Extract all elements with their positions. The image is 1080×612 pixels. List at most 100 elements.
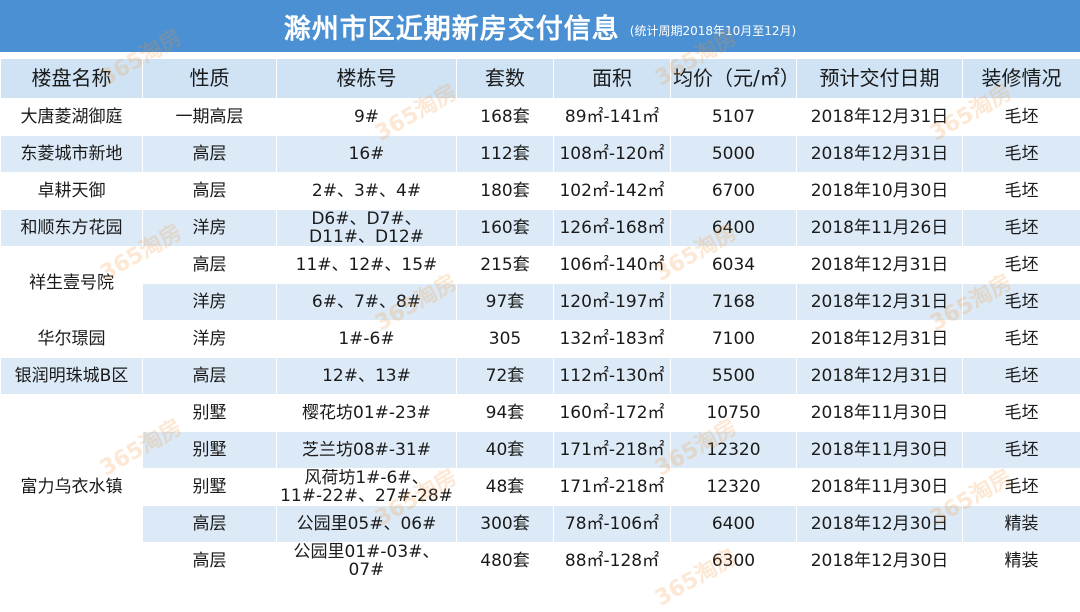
date-cell: 2018年12月31日: [797, 99, 963, 136]
units-cell: 94套: [457, 395, 554, 432]
buildings-cell: 6#、7#、8#: [277, 284, 457, 321]
price-cell: 5500: [671, 358, 797, 395]
area-cell: 88㎡-128㎡: [554, 543, 671, 580]
area-cell: 89㎡-141㎡: [554, 99, 671, 136]
project-name-cell: 东菱城市新地: [1, 136, 143, 173]
finish-cell: 毛坯: [963, 432, 1080, 469]
type-cell: 别墅: [143, 469, 277, 506]
area-cell: 108㎡-120㎡: [554, 136, 671, 173]
type-cell: 洋房: [143, 210, 277, 247]
buildings-text: 芝兰坊08#-31#: [279, 441, 454, 459]
units-cell: 72套: [457, 358, 554, 395]
type-cell: 高层: [143, 247, 277, 284]
price-cell: 6034: [671, 247, 797, 284]
price-cell: 10750: [671, 395, 797, 432]
price-cell: 12320: [671, 432, 797, 469]
project-name-cell: 银润明珠城B区: [1, 358, 143, 395]
buildings-cell: 16#: [277, 136, 457, 173]
buildings-cell: D6#、D7#、D11#、D12#: [277, 210, 457, 247]
area-cell: 106㎡-140㎡: [554, 247, 671, 284]
col-header-area: 面积: [554, 59, 671, 99]
col-header-date: 预计交付日期: [797, 59, 963, 99]
date-cell: 2018年11月30日: [797, 469, 963, 506]
date-cell: 2018年12月30日: [797, 506, 963, 543]
date-cell: 2018年11月30日: [797, 432, 963, 469]
area-cell: 171㎡-218㎡: [554, 469, 671, 506]
header-row: 楼盘名称 性质 楼栋号 套数 面积 均价（元/㎡） 预计交付日期 装修情况: [1, 59, 1080, 99]
price-cell: 5000: [671, 136, 797, 173]
price-cell: 6400: [671, 506, 797, 543]
units-cell: 112套: [457, 136, 554, 173]
type-cell: 洋房: [143, 321, 277, 358]
units-cell: 40套: [457, 432, 554, 469]
area-cell: 132㎡-183㎡: [554, 321, 671, 358]
buildings-text: D6#、D7#、D11#、D12#: [279, 210, 454, 246]
area-cell: 102㎡-142㎡: [554, 173, 671, 210]
finish-cell: 毛坯: [963, 321, 1080, 358]
col-header-price: 均价（元/㎡）: [671, 59, 797, 99]
buildings-cell: 11#、12#、15#: [277, 247, 457, 284]
finish-cell: 毛坯: [963, 210, 1080, 247]
page-subtitle: (统计周期2018年10月至12月): [630, 22, 796, 39]
buildings-text: 6#、7#、8#: [279, 293, 454, 311]
units-cell: 97套: [457, 284, 554, 321]
price-cell: 6400: [671, 210, 797, 247]
finish-cell: 精装: [963, 543, 1080, 580]
date-cell: 2018年10月30日: [797, 173, 963, 210]
buildings-text: 9#: [279, 108, 454, 126]
buildings-cell: 1#-6#: [277, 321, 457, 358]
buildings-cell: 12#、13#: [277, 358, 457, 395]
buildings-text: 1#-6#: [279, 330, 454, 348]
finish-cell: 毛坯: [963, 395, 1080, 432]
date-cell: 2018年11月26日: [797, 210, 963, 247]
price-cell: 7100: [671, 321, 797, 358]
finish-cell: 毛坯: [963, 99, 1080, 136]
price-cell: 12320: [671, 469, 797, 506]
finish-cell: 毛坯: [963, 469, 1080, 506]
type-cell: 高层: [143, 173, 277, 210]
buildings-cell: 芝兰坊08#-31#: [277, 432, 457, 469]
type-cell: 一期高层: [143, 99, 277, 136]
col-header-units: 套数: [457, 59, 554, 99]
area-cell: 160㎡-172㎡: [554, 395, 671, 432]
area-cell: 78㎡-106㎡: [554, 506, 671, 543]
units-cell: 160套: [457, 210, 554, 247]
title-bar: 滁州市区近期新房交付信息 (统计周期2018年10月至12月): [0, 0, 1080, 52]
date-cell: 2018年11月30日: [797, 395, 963, 432]
price-cell: 6700: [671, 173, 797, 210]
date-cell: 2018年12月30日: [797, 543, 963, 580]
units-cell: 48套: [457, 469, 554, 506]
units-cell: 480套: [457, 543, 554, 580]
col-header-buildings: 楼栋号: [277, 59, 457, 99]
type-cell: 别墅: [143, 395, 277, 432]
buildings-text: 公园里05#、06#: [279, 515, 454, 533]
finish-cell: 毛坯: [963, 247, 1080, 284]
buildings-text: 风荷坊1#-6#、11#-22#、27#-28#: [279, 469, 454, 505]
type-cell: 高层: [143, 506, 277, 543]
buildings-cell: 2#、3#、4#: [277, 173, 457, 210]
col-header-type: 性质: [143, 59, 277, 99]
units-cell: 215套: [457, 247, 554, 284]
type-cell: 高层: [143, 358, 277, 395]
finish-cell: 精装: [963, 506, 1080, 543]
units-cell: 180套: [457, 173, 554, 210]
project-name-cell: 大唐菱湖御庭: [1, 99, 143, 136]
finish-cell: 毛坯: [963, 284, 1080, 321]
date-cell: 2018年12月31日: [797, 358, 963, 395]
buildings-text: 2#、3#、4#: [279, 182, 454, 200]
units-cell: 300套: [457, 506, 554, 543]
buildings-text: 11#、12#、15#: [279, 256, 454, 274]
buildings-cell: 樱花坊01#-23#: [277, 395, 457, 432]
finish-cell: 毛坯: [963, 173, 1080, 210]
price-cell: 6300: [671, 543, 797, 580]
